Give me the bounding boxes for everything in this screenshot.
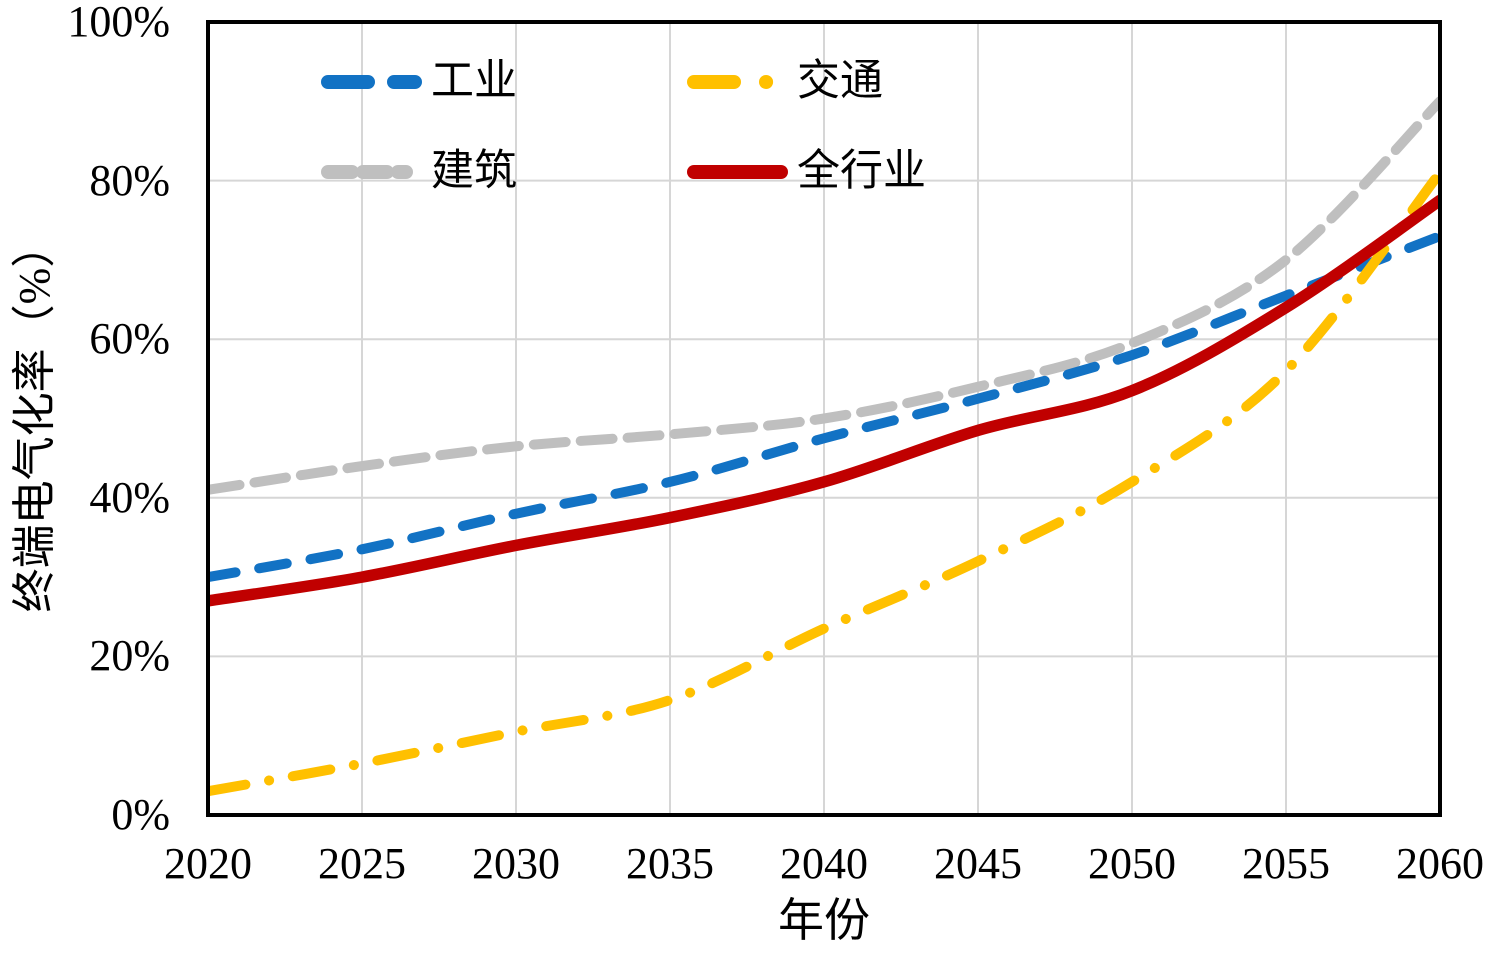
legend-item-industry: 工业 xyxy=(320,56,517,108)
x-tick-label: 2055 xyxy=(1242,839,1330,888)
legend-swatch-transport xyxy=(687,75,788,89)
x-axis-title: 年份 xyxy=(778,895,870,946)
x-tick-label: 2025 xyxy=(318,839,406,888)
legend-item-all-sectors: 全行业 xyxy=(686,146,926,198)
x-tick-label: 2060 xyxy=(1396,839,1484,888)
legend-item-buildings: 建筑 xyxy=(320,146,517,198)
y-tick-label: 20% xyxy=(89,631,170,681)
x-tick-label: 2045 xyxy=(934,839,1022,888)
legend-swatch-all-sectors xyxy=(687,165,788,179)
y-axis-title: 终端电气化率（%） xyxy=(10,223,59,613)
y-tick-label: 100% xyxy=(67,0,170,46)
series-line-industry xyxy=(208,231,1440,583)
x-tick-label: 2020 xyxy=(164,839,252,888)
legend-swatch-industry xyxy=(321,75,422,89)
y-tick-label: 80% xyxy=(89,155,170,205)
series-line-all-sectors xyxy=(208,194,1440,607)
plot-border xyxy=(206,20,1442,817)
legend-label-buildings: 建筑 xyxy=(431,148,517,195)
x-tick-label: 2035 xyxy=(626,839,714,888)
y-tick-label: 60% xyxy=(89,314,170,364)
legend-label-all-sectors: 全行业 xyxy=(797,148,926,195)
x-tick-label: 2040 xyxy=(780,839,868,888)
series-line-transport xyxy=(208,167,1440,797)
series-line-buildings xyxy=(208,96,1440,495)
x-tick-label: 2030 xyxy=(472,839,560,888)
y-tick-label: 0% xyxy=(111,790,170,839)
legend-swatch-buildings xyxy=(321,165,422,179)
legend-label-transport: 交通 xyxy=(797,58,883,105)
legend-item-transport: 交通 xyxy=(686,56,883,108)
y-tick-label: 40% xyxy=(89,472,170,522)
x-tick-label: 2050 xyxy=(1088,839,1176,888)
series-lines xyxy=(208,96,1440,797)
legend-label-industry: 工业 xyxy=(431,58,517,105)
